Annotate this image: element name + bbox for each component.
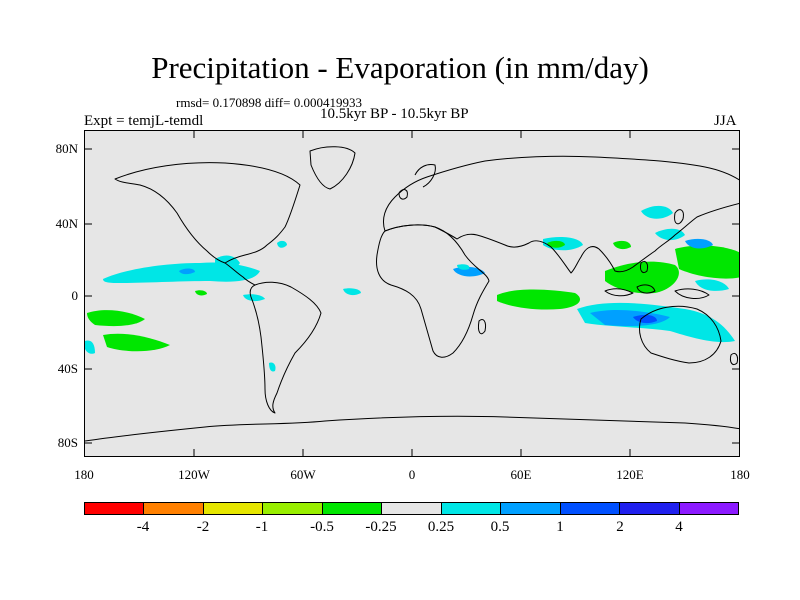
lon-label-180w: 180 [74, 467, 94, 482]
field-west-pacific-blue [685, 238, 713, 249]
lat-label-80n: 80N [55, 141, 78, 156]
colorbar-label-neg05: -0.5 [310, 519, 334, 535]
field-indian-green [497, 289, 580, 310]
colorbar [84, 502, 739, 515]
colorbar-swatch-1 [144, 503, 204, 514]
coast-japan [674, 209, 684, 225]
coast-uk [398, 189, 408, 200]
period-label: 10.5kyr BP - 10.5kyr BP [320, 106, 469, 122]
coast-eurasia [382, 155, 739, 274]
coast-central-america [224, 262, 256, 286]
colorbar-swatch-8 [560, 503, 621, 514]
field-japan-cyan [641, 205, 673, 219]
colorbar-swatch-4 [322, 503, 383, 514]
field-south-pacific-cyan [85, 340, 95, 354]
coast-north-america [114, 162, 301, 264]
anomaly-fields [85, 205, 739, 372]
colorbar-label-neg025: -0.25 [365, 519, 397, 535]
lat-label-40s: 40S [57, 361, 78, 376]
map-title: Precipitation - Evaporation (in mm/day) [151, 50, 649, 85]
field-atlantic-itcz [343, 288, 361, 296]
field-chile-small [269, 362, 276, 372]
coast-greenland [309, 146, 356, 190]
colorbar-label-2: 2 [616, 519, 624, 535]
coast-new-guinea [674, 288, 710, 299]
colorbar-label-1: 1 [556, 519, 564, 535]
colorbar-label-4: 4 [675, 519, 683, 535]
field-south-pacific-green [87, 310, 145, 327]
colorbar-label-neg1: -1 [255, 519, 269, 535]
stats-text: rmsd= 0.170898 diff= 0.000419933 [176, 95, 362, 110]
field-atlantic-small [277, 240, 287, 248]
map-background [85, 131, 739, 456]
lat-label-0: 0 [71, 288, 79, 303]
colorbar-swatch-5 [382, 503, 442, 514]
colorbar-label-025: 0.25 [427, 519, 455, 535]
lon-label-60e: 60E [510, 467, 532, 482]
colorbar-swatch-2 [203, 503, 264, 514]
lon-label-0: 0 [408, 467, 416, 482]
colorbar-label-neg2: -2 [196, 519, 210, 535]
colorbar-swatch-3 [263, 503, 323, 514]
field-pacific-green-small [195, 290, 207, 296]
lat-label-40n: 40N [55, 216, 78, 231]
lon-label-180e: 180 [730, 467, 750, 482]
coast-sumatra [604, 288, 634, 297]
field-pacific-cyan-east [695, 279, 729, 291]
season-label: JJA [714, 113, 737, 129]
field-south-pacific-green-2 [103, 333, 170, 352]
field-arabian-cyan [457, 264, 470, 270]
coast-borneo [636, 284, 656, 294]
colorbar-swatch-9 [620, 503, 680, 514]
colorbar-swatch-0 [85, 503, 145, 514]
coast-south-america [249, 281, 322, 414]
lon-label-120w: 120W [178, 467, 210, 482]
field-bay-green [547, 240, 565, 248]
coast-australia [638, 305, 722, 364]
coast-africa [376, 224, 490, 358]
field-east-china-cyan [655, 228, 685, 241]
lon-label-60w: 60W [290, 467, 316, 482]
coast-antarctica [85, 415, 739, 442]
field-pacific-blue [179, 268, 195, 275]
coast-philippines [640, 260, 648, 274]
lon-label-120e: 120E [616, 467, 644, 482]
colorbar-label-neg4: -4 [136, 519, 150, 535]
field-west-pacific-green [675, 245, 739, 279]
map-canvas [85, 131, 739, 456]
experiment-label: Expt = temjL-temdl [84, 113, 204, 129]
coastlines [85, 146, 739, 442]
coast-new-zealand [730, 352, 738, 366]
field-pacific-small [243, 294, 265, 302]
colorbar-swatch-10 [679, 503, 738, 514]
field-maritime-deepblue [633, 314, 657, 324]
field-se-asia-green [605, 261, 679, 294]
colorbar-label-05: 0.5 [490, 519, 510, 535]
colorbar-swatch-7 [501, 503, 561, 514]
coast-madagascar [478, 318, 486, 335]
lat-label-80s: 80S [57, 435, 78, 450]
coast-scandinavia [414, 164, 436, 188]
world-map [84, 130, 740, 457]
field-indochina-green [613, 240, 631, 250]
colorbar-swatch-6 [441, 503, 502, 514]
